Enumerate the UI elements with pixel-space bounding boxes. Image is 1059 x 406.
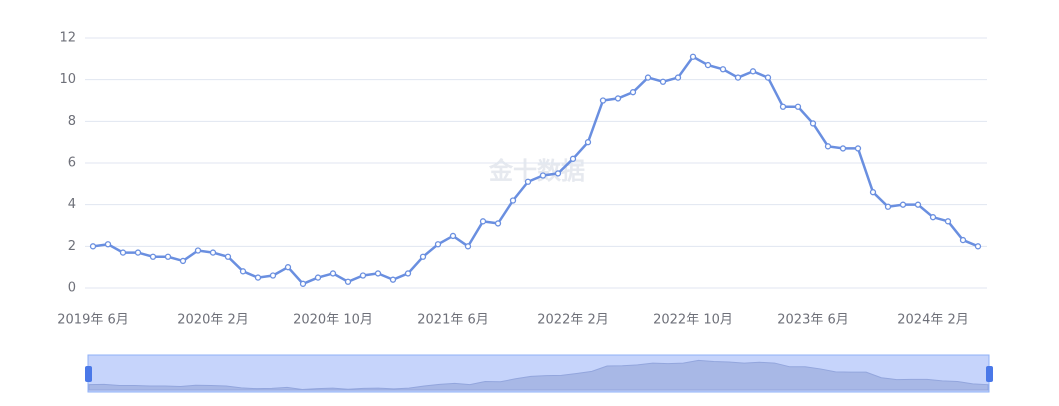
point (359, 272, 367, 279)
point (449, 232, 457, 240)
point (179, 257, 187, 265)
point (494, 220, 502, 227)
point (569, 155, 577, 162)
y-tick-label: 10 (59, 72, 76, 87)
point (734, 74, 742, 81)
point (284, 264, 292, 271)
point (149, 253, 157, 260)
x-tick-label: 2019年 6月 (57, 313, 129, 328)
point (719, 66, 727, 73)
point (104, 241, 112, 248)
point (749, 68, 757, 75)
point (779, 103, 787, 110)
y-tick-label: 4 (68, 197, 76, 212)
y-tick-label: 6 (68, 156, 76, 171)
point (614, 95, 622, 102)
point (374, 270, 382, 277)
point (899, 201, 907, 208)
point (419, 253, 427, 260)
point (839, 145, 847, 152)
x-tick-label: 2021年 6月 (417, 313, 489, 328)
x-tick-label: 2020年 2月 (177, 313, 249, 328)
zoom-handle[interactable] (986, 366, 993, 382)
y-tick-label: 8 (68, 114, 76, 129)
point (194, 247, 202, 254)
zoom-handle[interactable] (85, 366, 92, 382)
point (329, 270, 337, 277)
point (644, 74, 652, 81)
y-tick-label: 0 (68, 281, 76, 296)
point (269, 272, 277, 279)
point (914, 201, 922, 208)
point (974, 243, 982, 250)
point (629, 89, 637, 96)
point (434, 241, 442, 248)
point (479, 218, 487, 225)
point (539, 172, 547, 179)
point (884, 203, 892, 210)
point (134, 249, 142, 256)
point (794, 103, 802, 110)
point (764, 74, 772, 81)
point (674, 74, 682, 81)
point (254, 274, 262, 281)
x-tick-label: 2024年 2月 (897, 313, 969, 328)
x-tick-label: 2022年 10月 (653, 313, 733, 328)
point (584, 139, 592, 146)
point (299, 280, 307, 287)
point (464, 243, 472, 250)
point (869, 189, 877, 196)
point (809, 120, 817, 127)
y-tick-label: 2 (68, 239, 76, 254)
point (89, 243, 97, 250)
x-tick-label: 2023年 6月 (777, 313, 849, 328)
point (209, 249, 217, 256)
point (524, 178, 532, 185)
point (959, 236, 967, 244)
x-tick-label: 2020年 10月 (293, 313, 373, 328)
point (389, 276, 397, 283)
point (404, 270, 412, 277)
point (554, 170, 562, 177)
point (689, 53, 697, 60)
point (164, 253, 172, 260)
point (239, 268, 247, 275)
point (509, 197, 517, 204)
x-tick-label: 2022年 2月 (537, 313, 609, 328)
point (119, 249, 127, 256)
point (314, 274, 322, 281)
y-tick-label: 12 (59, 31, 76, 46)
overview-area (88, 359, 989, 391)
point (824, 143, 832, 150)
point (704, 61, 712, 69)
point (944, 218, 952, 225)
point (224, 253, 232, 260)
point (854, 145, 862, 152)
point (344, 278, 352, 285)
point (929, 214, 937, 221)
point (659, 78, 667, 85)
point (599, 97, 607, 104)
